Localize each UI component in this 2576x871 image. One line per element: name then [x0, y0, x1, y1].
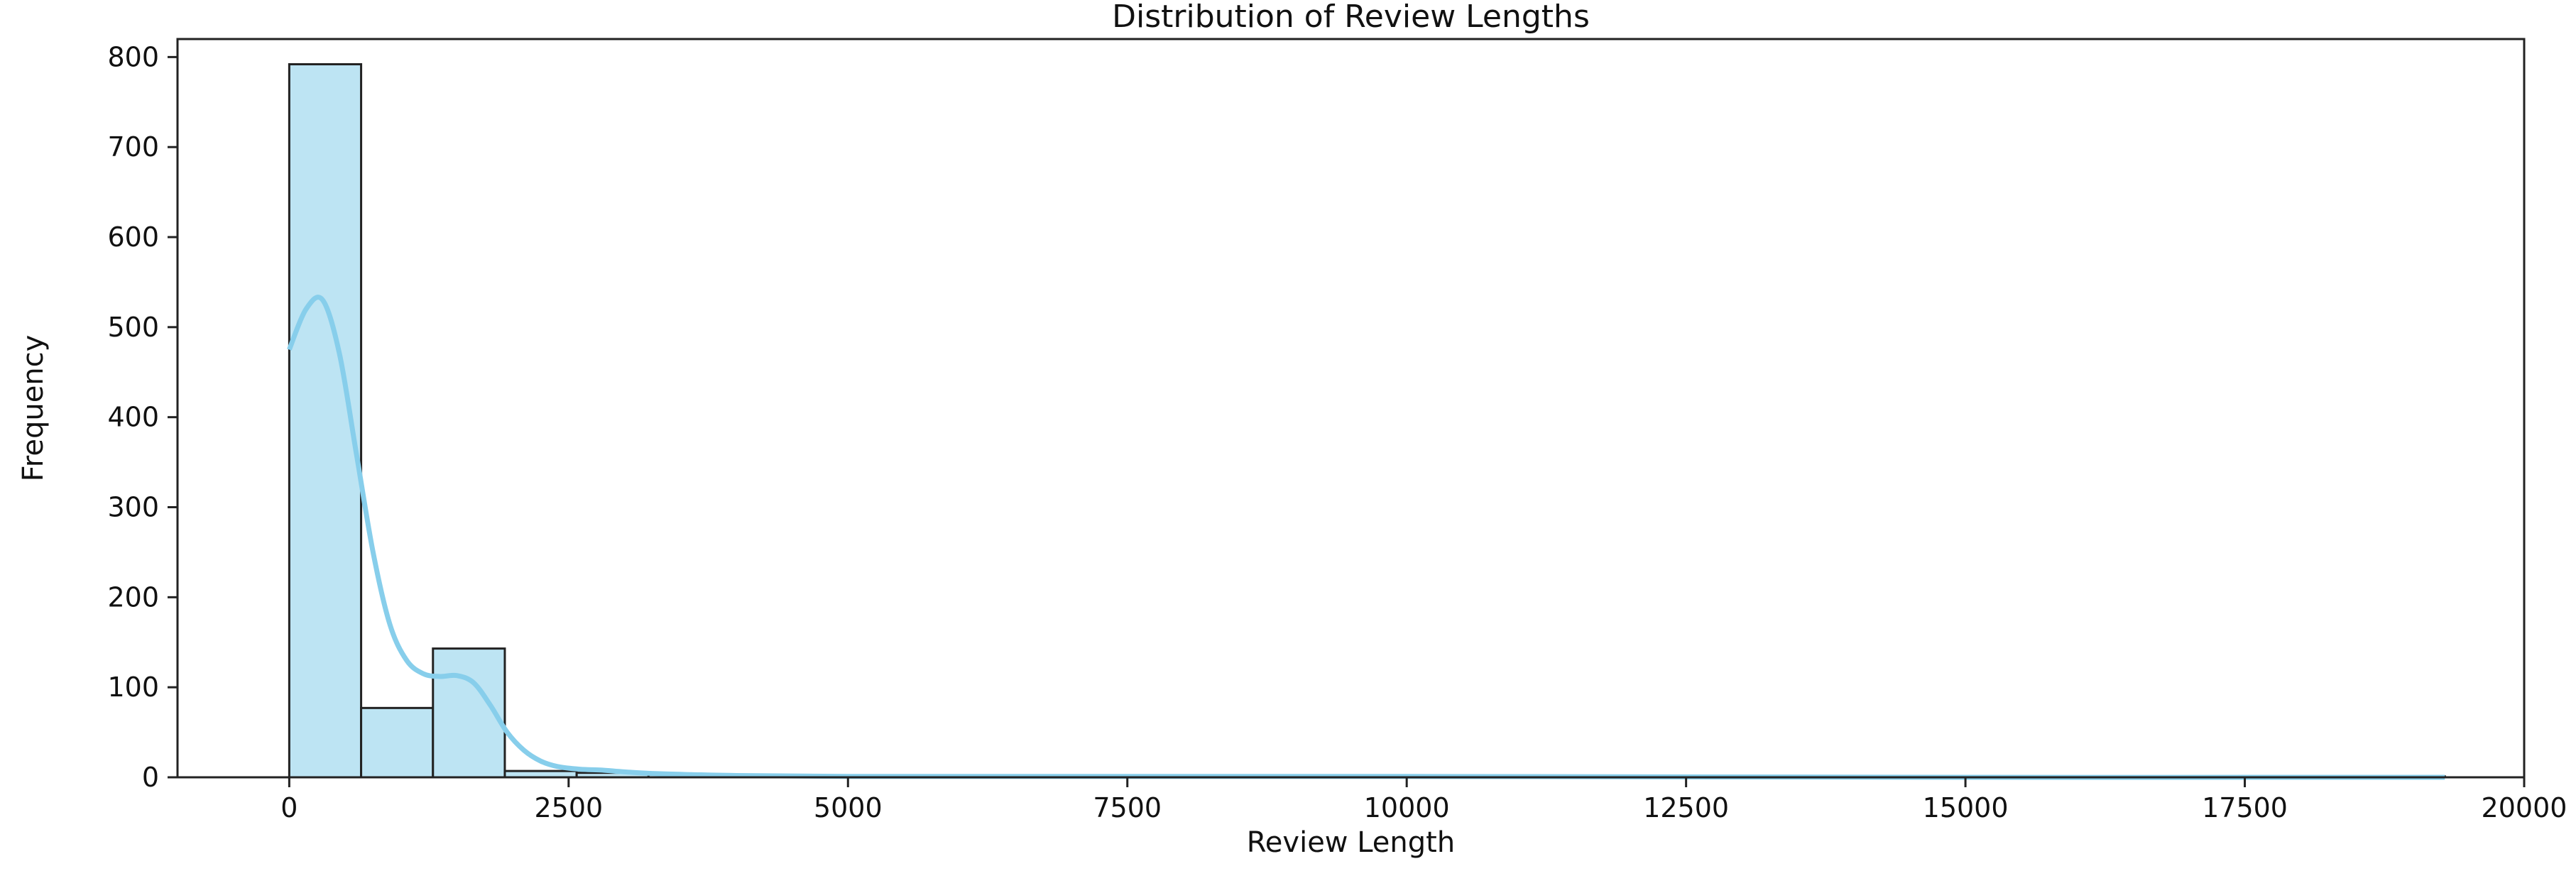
histogram-bar [360, 706, 435, 779]
x-tick-label: 12500 [1643, 792, 1729, 823]
plot-frame [176, 38, 2526, 779]
x-tick-label: 2500 [534, 792, 603, 823]
chart-title: Distribution of Review Lengths [1112, 0, 1590, 35]
x-axis-label: Review Length [1247, 826, 1455, 859]
y-tick-label: 700 [107, 131, 159, 163]
y-tick-label: 600 [107, 221, 159, 253]
y-tick-label: 100 [107, 672, 159, 703]
y-tick-label: 200 [107, 581, 159, 613]
x-tick-label: 7500 [1093, 792, 1162, 823]
x-tick-label: 5000 [814, 792, 883, 823]
x-tick-label: 0 [280, 792, 298, 823]
x-tick-label: 10000 [1364, 792, 1450, 823]
x-tick-label: 15000 [1923, 792, 2009, 823]
x-axis-ticks: 0 2500 5000 7500 10000 12500 15000 17500 20000 [280, 777, 2567, 823]
y-axis-ticks: 0 100 200 300 400 500 600 700 800 [107, 41, 178, 793]
y-axis-label: Frequency [17, 335, 50, 482]
y-tick-label: 500 [107, 312, 159, 343]
y-tick-label: 400 [107, 402, 159, 433]
y-tick-label: 300 [107, 492, 159, 523]
x-tick-label: 17500 [2202, 792, 2288, 823]
x-tick-label: 20000 [2482, 792, 2567, 823]
y-tick-label: 800 [107, 41, 159, 72]
y-tick-label: 0 [142, 762, 159, 793]
